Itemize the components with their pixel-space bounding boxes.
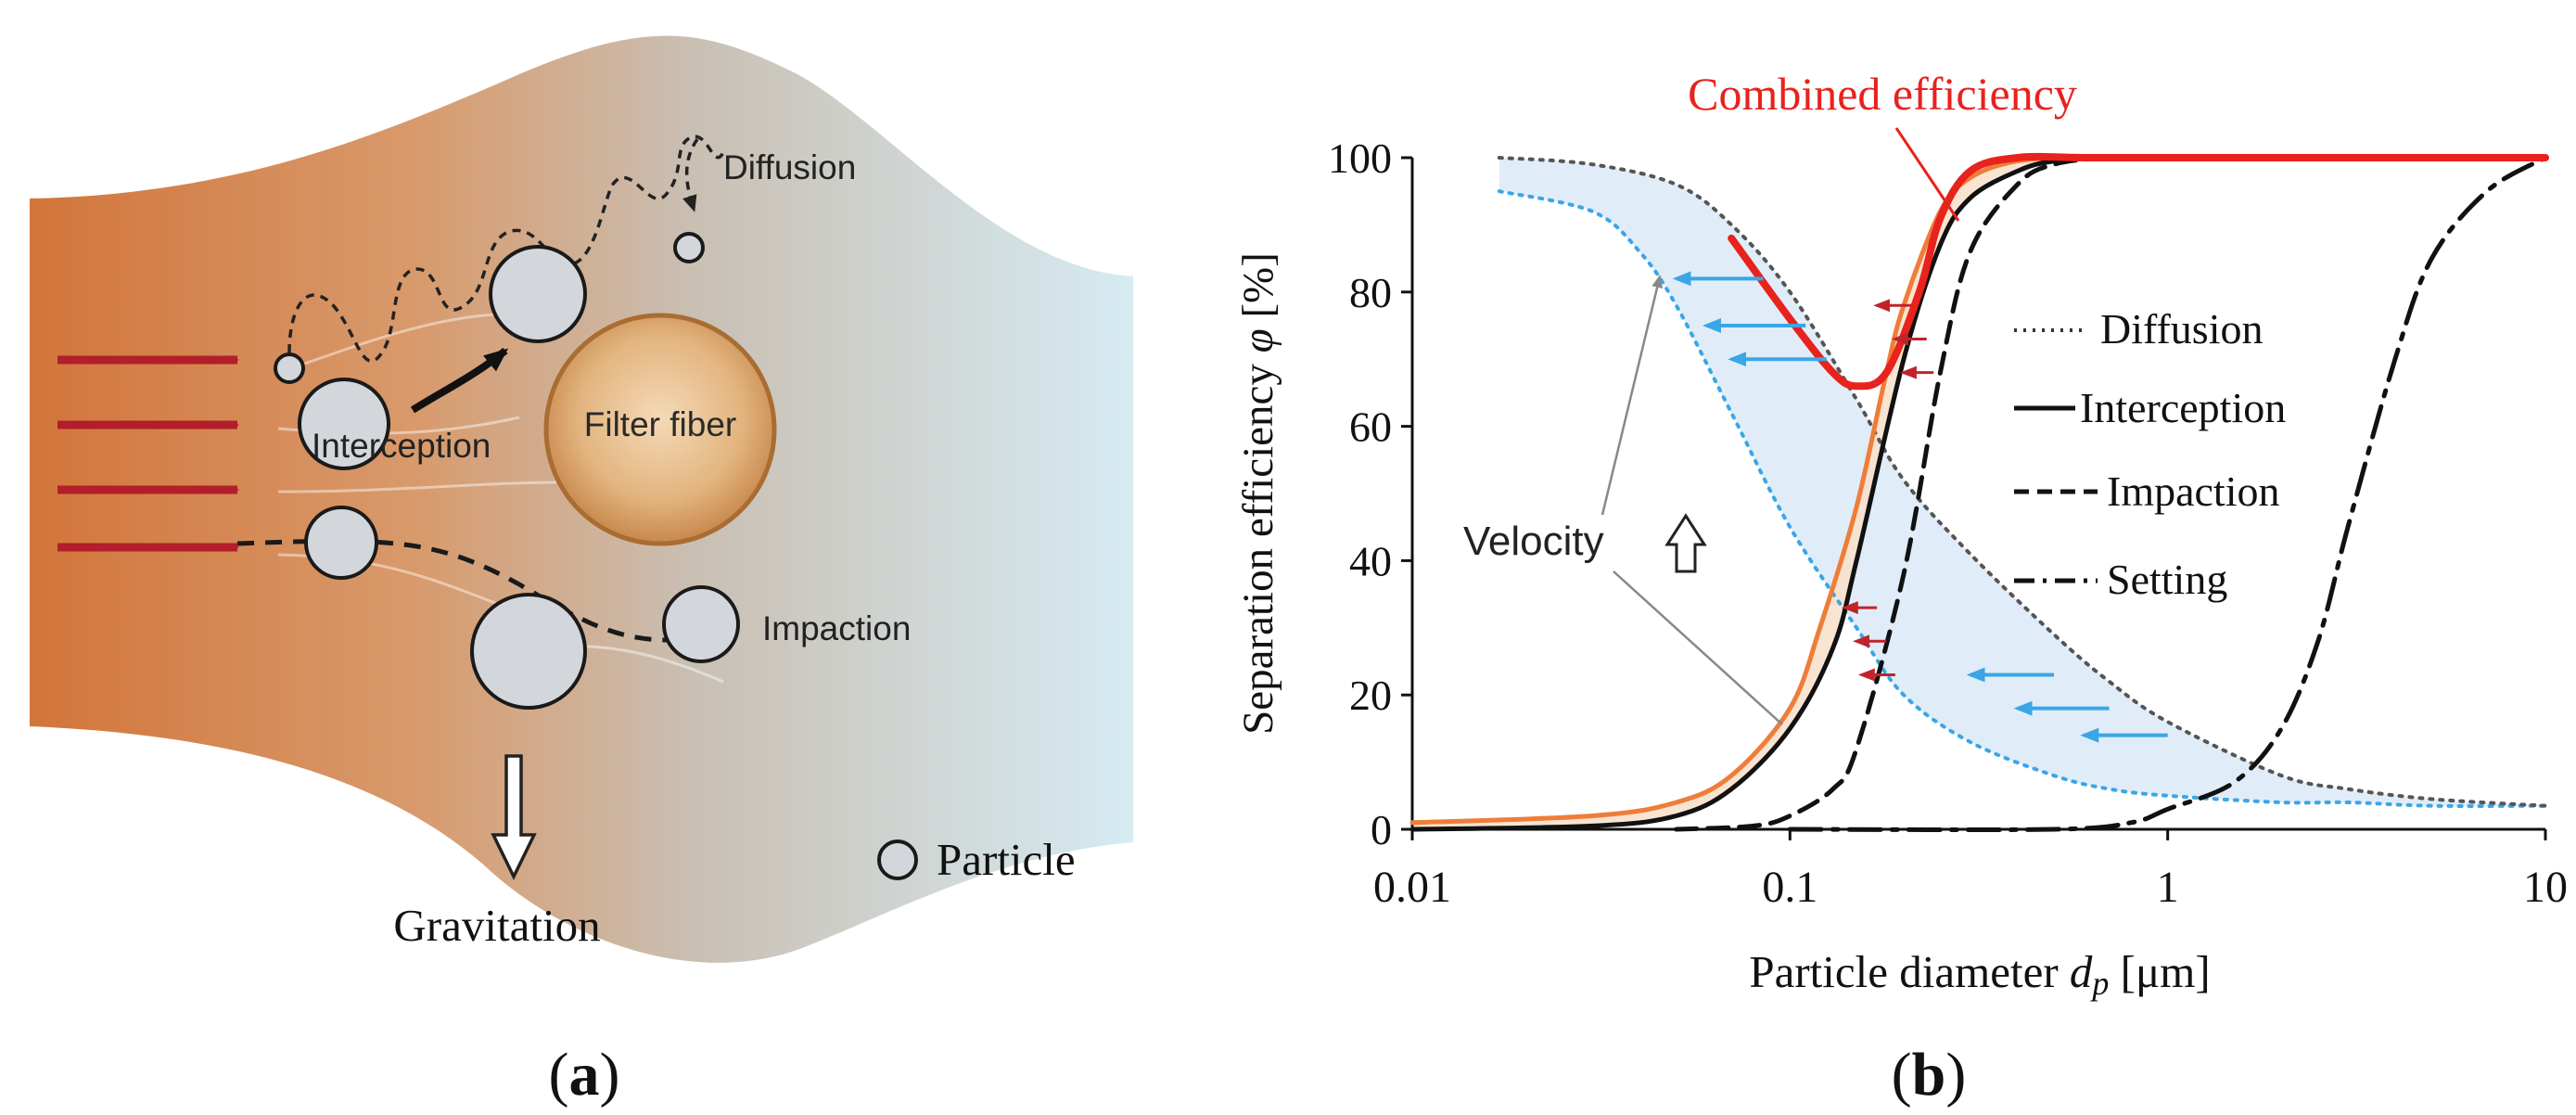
y-tick-label: 20 bbox=[1349, 672, 1392, 719]
legend-label-diffusion: Diffusion bbox=[2100, 305, 2264, 352]
particle-legend-icon bbox=[877, 839, 918, 880]
flow-arrows bbox=[57, 355, 239, 552]
velocity-up-arrow-icon bbox=[1664, 513, 1707, 573]
caption-b: (b) bbox=[1892, 1041, 1967, 1109]
y-tick-label: 60 bbox=[1349, 404, 1392, 451]
particle bbox=[489, 245, 587, 343]
shift-arrows bbox=[1672, 271, 2168, 743]
y-tick-label: 80 bbox=[1349, 269, 1392, 316]
label-interception: Interception bbox=[312, 427, 491, 465]
label-diffusion: Diffusion bbox=[723, 148, 856, 186]
caption-a: (a) bbox=[549, 1041, 620, 1109]
particle bbox=[304, 506, 378, 580]
chart-legend: Diffusion Interception Impaction Setting bbox=[2014, 305, 2286, 603]
x-tick-label: 0.01 bbox=[1373, 863, 1451, 912]
label-velocity: Velocity bbox=[1463, 519, 1604, 564]
legend-label-interception: Interception bbox=[2080, 384, 2286, 431]
x-tick-label: 1 bbox=[2157, 863, 2179, 912]
y-tick-label: 100 bbox=[1328, 135, 1392, 182]
label-gravitation: Gravitation bbox=[393, 900, 600, 951]
series-combined-efficiency bbox=[1728, 152, 2549, 391]
y-axis-label: Separation efficiency φ [%] bbox=[1234, 252, 1282, 735]
particles bbox=[274, 232, 740, 710]
gravitation-arrow-icon bbox=[491, 754, 537, 880]
shift-areas bbox=[1412, 157, 2545, 829]
particle bbox=[274, 352, 305, 384]
y-tick-label: 40 bbox=[1349, 537, 1392, 584]
particle bbox=[470, 593, 587, 710]
x-axis-label: Particle diameter dp [μm] bbox=[1749, 946, 2210, 1002]
label-impaction: Impaction bbox=[762, 609, 911, 647]
chart-ticks: 0 20 40 60 80 100 0.01 0.1 1 10 bbox=[1328, 135, 2568, 912]
velocity-leader-line bbox=[1613, 570, 1783, 725]
interception-arrow-icon bbox=[410, 347, 509, 414]
label-combined-efficiency: Combined efficiency bbox=[1688, 68, 2077, 120]
series-setting bbox=[1787, 155, 2548, 833]
diffusion-trajectory bbox=[287, 135, 727, 363]
diffusion-shift-area bbox=[1498, 158, 2545, 806]
legend-label-impaction: Impaction bbox=[2107, 468, 2280, 515]
panel-a-filter-mechanisms: Diffusion Interception Filter fiber Impa… bbox=[30, 35, 1133, 1109]
series-diffusion bbox=[1497, 156, 2547, 808]
velocity-leader-line bbox=[1600, 275, 1664, 516]
combined-leader-line bbox=[1894, 127, 1960, 222]
particle bbox=[298, 378, 390, 470]
y-tick-label: 0 bbox=[1371, 806, 1392, 853]
diffusion-arrow-icon bbox=[682, 138, 699, 212]
legend-label-setting: Setting bbox=[2107, 556, 2227, 603]
panel-b-efficiency-chart: 0 20 40 60 80 100 0.01 0.1 1 10 Particle diameter… bbox=[1234, 68, 2568, 1109]
x-tick-label: 10 bbox=[2523, 863, 2568, 912]
label-particle-legend: Particle bbox=[937, 834, 1076, 885]
label-filter-fiber: Filter fiber bbox=[584, 405, 736, 443]
filter-fiber bbox=[543, 313, 777, 546]
particle bbox=[662, 585, 740, 663]
particle bbox=[673, 232, 705, 263]
x-tick-label: 0.1 bbox=[1762, 863, 1817, 912]
